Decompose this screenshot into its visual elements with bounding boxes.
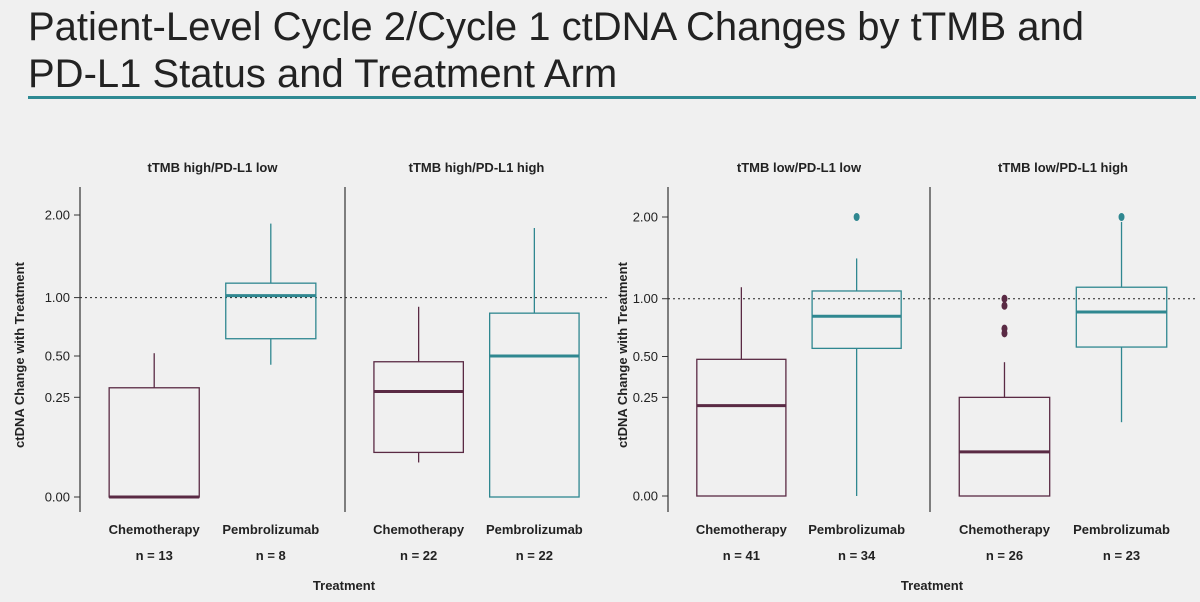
box-chemotherapy: Chemotherapy n = 22 bbox=[373, 306, 465, 563]
category-label: Pembrolizumab bbox=[1073, 522, 1170, 537]
y-tick-label: 0.25 bbox=[45, 390, 70, 405]
sample-size-label: n = 26 bbox=[986, 548, 1023, 563]
box-iqr bbox=[108, 387, 200, 498]
y-tick-label: 1.00 bbox=[45, 290, 70, 305]
category-label: Pembrolizumab bbox=[808, 522, 905, 537]
box-chemotherapy: Chemotherapy n = 26 bbox=[958, 294, 1051, 563]
box-iqr bbox=[811, 290, 902, 350]
sample-size-label: n = 22 bbox=[516, 548, 553, 563]
box-iqr bbox=[696, 358, 787, 497]
outlier-point bbox=[1118, 213, 1125, 221]
box-iqr bbox=[225, 282, 317, 340]
x-axis-label: Treatment bbox=[901, 578, 964, 593]
sample-size-label: n = 23 bbox=[1103, 548, 1140, 563]
panel-2: tTMB low/PD-L1 high Chemotherapy n = 26 Pem… bbox=[958, 160, 1170, 563]
sample-size-label: n = 8 bbox=[256, 548, 286, 563]
y-tick-label: 0.25 bbox=[633, 390, 658, 405]
panel-title: tTMB low/PD-L1 high bbox=[998, 160, 1128, 175]
category-label: Pembrolizumab bbox=[486, 522, 583, 537]
category-label: Chemotherapy bbox=[959, 522, 1051, 537]
outlier-point bbox=[1001, 324, 1008, 333]
panel-title: tTMB low/PD-L1 low bbox=[737, 160, 862, 175]
panel-1: tTMB low/PD-L1 low Chemotherapy n = 41 Pemb… bbox=[696, 160, 905, 563]
sample-size-label: n = 34 bbox=[838, 548, 876, 563]
y-axis-label: ctDNA Change with Treatment bbox=[615, 261, 630, 448]
y-tick-label: 0.00 bbox=[633, 489, 658, 504]
x-axis-label: Treatment bbox=[313, 578, 376, 593]
title-underline bbox=[28, 96, 1196, 99]
slide-title-line-2: PD-L1 Status and Treatment Arm bbox=[28, 52, 618, 96]
figure-1: 0.00 0.25 0.50 1.00 2.00 ctDNA Change with Tr… bbox=[12, 160, 608, 593]
box-chemotherapy: Chemotherapy n = 13 bbox=[108, 353, 201, 563]
y-tick-label: 0.50 bbox=[633, 349, 658, 364]
panel-title: tTMB high/PD-L1 high bbox=[409, 160, 545, 175]
panel-title: tTMB high/PD-L1 low bbox=[148, 160, 279, 175]
sample-size-label: n = 22 bbox=[400, 548, 437, 563]
y-tick-label: 2.00 bbox=[633, 210, 658, 225]
sample-size-label: n = 13 bbox=[136, 548, 173, 563]
outlier-point bbox=[1001, 301, 1008, 310]
box-iqr bbox=[1075, 286, 1168, 348]
category-label: Chemotherapy bbox=[373, 522, 465, 537]
box-pembrolizumab: Pembrolizumab n = 34 bbox=[808, 213, 905, 563]
box-pembrolizumab: Pembrolizumab n = 22 bbox=[486, 227, 583, 563]
outlier-point bbox=[853, 213, 860, 221]
box-iqr bbox=[958, 396, 1051, 497]
box-pembrolizumab: Pembrolizumab n = 8 bbox=[222, 223, 319, 563]
box-iqr bbox=[373, 361, 464, 454]
category-label: Chemotherapy bbox=[696, 522, 788, 537]
sample-size-label: n = 41 bbox=[723, 548, 760, 563]
slide-title: Patient-Level Cycle 2/Cycle 1 ctDNA Chan… bbox=[28, 4, 1188, 98]
category-label: Pembrolizumab bbox=[222, 522, 319, 537]
panel-1: tTMB high/PD-L1 low Chemotherapy n = 13 Pem… bbox=[108, 160, 319, 563]
figure-2: 0.00 0.25 0.50 1.00 2.00 ctDNA Change with Tr… bbox=[615, 160, 1196, 593]
outlier-point bbox=[1001, 294, 1008, 303]
y-tick-label: 1.00 bbox=[633, 291, 658, 306]
box-pembrolizumab: Pembrolizumab n = 23 bbox=[1073, 213, 1170, 563]
category-label: Chemotherapy bbox=[109, 522, 201, 537]
y-axis-label: ctDNA Change with Treatment bbox=[12, 261, 27, 448]
y-tick-label: 2.00 bbox=[45, 208, 70, 223]
y-tick-label: 0.50 bbox=[45, 349, 70, 364]
box-chemotherapy: Chemotherapy n = 41 bbox=[696, 287, 788, 563]
y-tick-label: 0.00 bbox=[45, 490, 70, 505]
slide-title-line-1: Patient-Level Cycle 2/Cycle 1 ctDNA Chan… bbox=[28, 5, 1085, 49]
box-iqr bbox=[488, 312, 580, 498]
